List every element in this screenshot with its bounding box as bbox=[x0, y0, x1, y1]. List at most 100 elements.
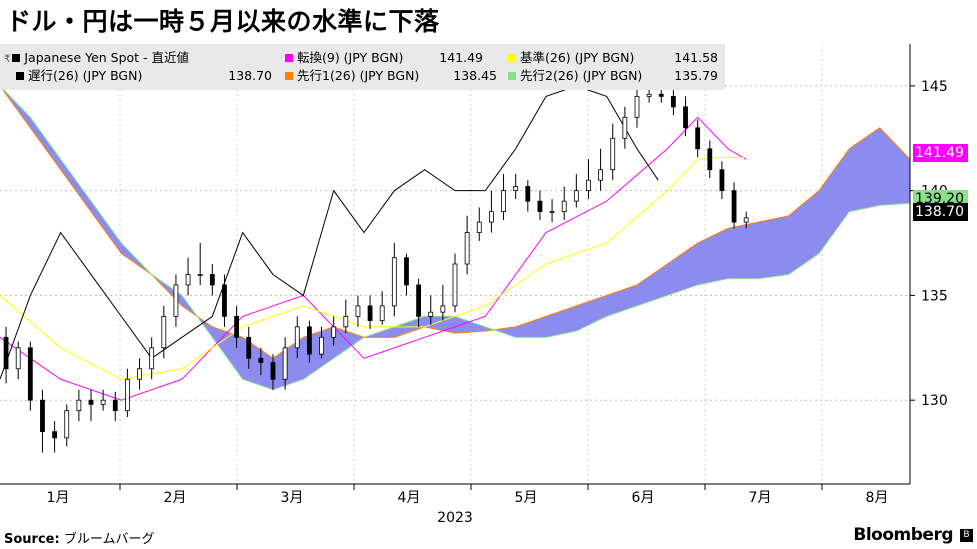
cloud-fill bbox=[0, 85, 910, 390]
candle-body bbox=[319, 336, 324, 355]
candle-body bbox=[27, 347, 33, 401]
candle-body bbox=[646, 93, 652, 97]
chart-legend: ₹ Japanese Yen Spot - 直近値 転換(9) (JPY BGN)… bbox=[0, 44, 725, 90]
candle-body bbox=[428, 311, 434, 317]
legend-item-spot: ₹ Japanese Yen Spot - 直近値 bbox=[4, 50, 189, 67]
candle-body bbox=[488, 211, 494, 223]
candle-body bbox=[610, 137, 616, 171]
candle-body bbox=[476, 221, 482, 233]
candle-body bbox=[149, 347, 155, 370]
legend-label: Japanese Yen Spot - 直近値 bbox=[24, 50, 190, 65]
candle-body bbox=[294, 326, 300, 349]
pin-icon: ₹ bbox=[4, 54, 11, 65]
chart-title: ドル・円は一時５月以来の水準に下落 bbox=[6, 7, 440, 36]
x-tick-label: 2月 bbox=[164, 490, 187, 506]
candle-body bbox=[513, 186, 519, 192]
legend-label: 先行1(26) (JPY BGN) bbox=[297, 68, 420, 83]
candle-body bbox=[416, 284, 422, 317]
candle-body bbox=[367, 305, 373, 321]
candle-body bbox=[185, 274, 191, 286]
legend-value: 138.70 bbox=[228, 68, 272, 83]
candle-body bbox=[731, 190, 737, 223]
chikou-line bbox=[0, 85, 659, 380]
candle-body bbox=[258, 357, 264, 363]
candle-body bbox=[3, 336, 9, 370]
candle-body bbox=[209, 274, 215, 286]
legend-label: 転換(9) (JPY BGN) bbox=[297, 50, 404, 65]
y-tick-label: 145 bbox=[921, 79, 948, 95]
x-axis-year: 2023 bbox=[437, 510, 473, 526]
y-tick-label: 135 bbox=[921, 288, 948, 304]
legend-item-tenkan: 転換(9) (JPY BGN) 141.49 bbox=[285, 50, 483, 65]
y-tick-label: 130 bbox=[921, 393, 948, 409]
badge-tenkan: 141.49 bbox=[913, 144, 968, 162]
legend-value: 138.45 bbox=[453, 68, 497, 83]
candle-body bbox=[112, 399, 118, 412]
candle-body bbox=[452, 263, 458, 307]
source-line: Source: ブルームバーグ bbox=[4, 528, 154, 547]
legend-swatch bbox=[508, 54, 516, 62]
legend-label: 遅行(26) (JPY BGN) bbox=[28, 68, 143, 83]
legend-item-span-b: 先行2(26) (JPY BGN) 135.79 bbox=[508, 68, 718, 83]
legend-item-kijun: 基準(26) (JPY BGN) 141.58 bbox=[508, 50, 718, 65]
candle-body bbox=[88, 399, 94, 405]
candle-body bbox=[598, 169, 603, 181]
x-tick-label: 4月 bbox=[398, 490, 421, 506]
candle-body bbox=[404, 257, 409, 286]
candle-body bbox=[246, 336, 252, 359]
legend-swatch bbox=[16, 72, 24, 80]
candle-body bbox=[440, 305, 446, 313]
candle-body bbox=[343, 315, 349, 328]
legend-swatch bbox=[508, 72, 516, 80]
badge-spot: 138.70 bbox=[913, 203, 968, 221]
candle-body bbox=[634, 95, 640, 118]
candle-body bbox=[15, 347, 21, 370]
candle-body bbox=[76, 399, 82, 412]
candle-body bbox=[222, 284, 227, 317]
candle-body bbox=[40, 399, 45, 433]
candle-body bbox=[683, 106, 688, 129]
brand-logo: Bloomberg bbox=[853, 525, 953, 545]
candle-body bbox=[549, 211, 555, 214]
kumo-cloud bbox=[0, 85, 911, 391]
candle-body bbox=[561, 200, 567, 213]
candle-body bbox=[100, 399, 106, 405]
candle-body bbox=[379, 305, 385, 321]
x-tick-label: 7月 bbox=[749, 490, 772, 506]
legend-swatch bbox=[12, 54, 21, 62]
candle-body bbox=[137, 368, 142, 380]
candle-body bbox=[622, 116, 628, 139]
legend-value: 141.58 bbox=[674, 50, 718, 65]
x-tick-label: 3月 bbox=[281, 490, 304, 506]
candle-body bbox=[125, 378, 130, 412]
indicator-lines bbox=[0, 85, 747, 401]
candle-body bbox=[658, 93, 664, 97]
x-tick-label: 5月 bbox=[515, 490, 538, 506]
candle-body bbox=[173, 284, 179, 317]
candle-body bbox=[537, 200, 543, 213]
legend-value: 135.79 bbox=[674, 68, 718, 83]
x-tick-label: 1月 bbox=[47, 490, 70, 506]
legend-value: 141.49 bbox=[439, 50, 483, 65]
candle-body bbox=[586, 179, 591, 192]
legend-label: 基準(26) (JPY BGN) bbox=[520, 50, 635, 65]
legend-item-span-a: 先行1(26) (JPY BGN) 138.45 bbox=[285, 68, 497, 83]
axes: 1301351401451月2月3月4月5月6月7月8月2023 bbox=[0, 44, 948, 526]
source-text: ブルームバーグ bbox=[63, 532, 155, 547]
candle-body bbox=[197, 274, 203, 276]
candle-body bbox=[355, 305, 361, 317]
candle-body bbox=[695, 127, 701, 150]
candle-body bbox=[525, 186, 531, 202]
tenkan-line bbox=[0, 116, 747, 401]
legend-swatch bbox=[285, 72, 293, 80]
x-tick-label: 8月 bbox=[866, 490, 889, 506]
candle-body bbox=[282, 347, 288, 380]
candle-body bbox=[306, 326, 312, 355]
candle-body bbox=[464, 232, 470, 265]
candle-body bbox=[331, 326, 337, 338]
candle-body bbox=[573, 190, 579, 202]
brand-mark-icon: B bbox=[960, 529, 973, 542]
candle-body bbox=[719, 169, 725, 192]
candle-body bbox=[234, 315, 240, 338]
legend-swatch bbox=[285, 54, 293, 62]
